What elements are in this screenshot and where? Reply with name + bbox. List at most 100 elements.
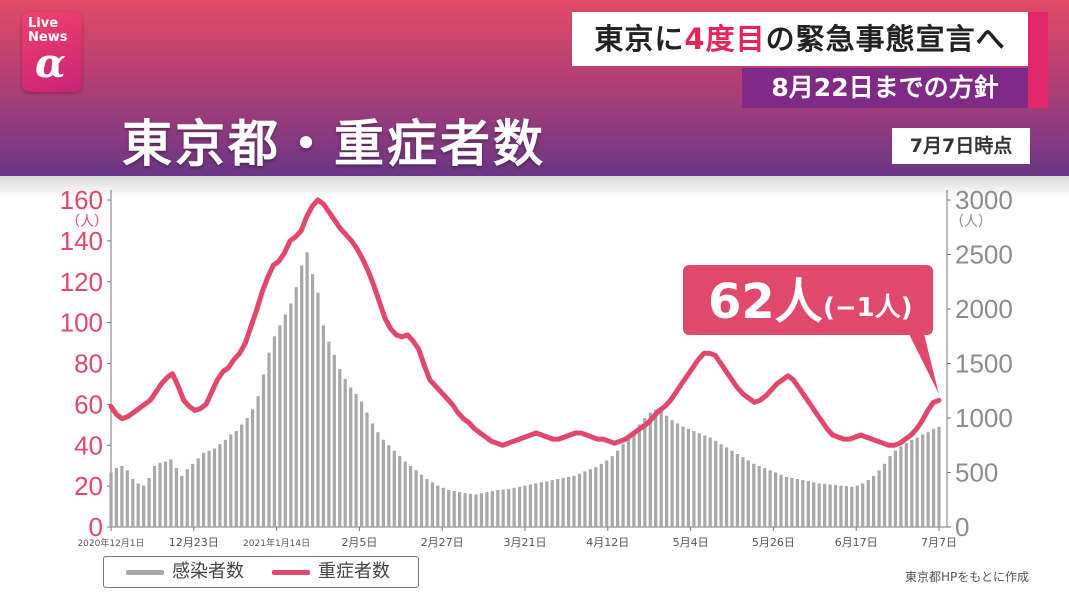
infected-bar — [812, 482, 816, 527]
severe-point — [311, 205, 313, 207]
severe-point — [434, 385, 437, 387]
right-tick-label: 2500 — [955, 240, 1013, 270]
severe-point — [149, 399, 151, 401]
infected-bar — [850, 486, 854, 527]
legend-swatch-severe — [272, 570, 310, 575]
infected-bar — [561, 477, 565, 527]
infected-bar — [479, 493, 483, 527]
severe-point — [742, 393, 744, 395]
infected-bar — [605, 460, 609, 527]
infected-bar — [256, 396, 260, 527]
x-tick-label: 2月27日 — [421, 536, 464, 549]
severe-point — [776, 383, 778, 385]
severe-point — [255, 309, 258, 311]
infected-bar — [153, 466, 157, 527]
severe-point — [166, 377, 168, 379]
x-tick-label: 2月5日 — [341, 536, 377, 549]
infected-bar — [528, 484, 532, 527]
left-tick-label: 40 — [74, 430, 103, 460]
source-note: 東京都HPをもとに作成 — [905, 570, 1030, 584]
right-tick-label: 2000 — [955, 294, 1013, 324]
infected-bar — [779, 474, 783, 527]
right-tick-label: 1000 — [955, 403, 1013, 433]
infected-bar — [616, 450, 620, 527]
infected-bar — [376, 432, 380, 527]
severe-point — [681, 383, 683, 385]
severe-point — [127, 416, 129, 418]
infected-bar — [496, 489, 500, 527]
severe-point — [602, 438, 604, 440]
infected-bar — [305, 252, 309, 528]
severe-point — [199, 407, 202, 410]
severe-point — [792, 379, 795, 381]
severe-point — [373, 285, 375, 287]
infected-bar — [289, 303, 293, 527]
left-tick-label: 80 — [74, 349, 103, 379]
severe-point — [306, 215, 308, 217]
severe-point — [748, 397, 750, 399]
severe-point — [653, 416, 655, 418]
severe-point — [524, 436, 526, 438]
severe-point — [334, 219, 336, 221]
infected-bar — [839, 485, 843, 527]
severe-point — [938, 399, 940, 401]
infected-bar — [278, 325, 282, 527]
severe-point — [675, 391, 677, 393]
severe-point — [641, 426, 644, 428]
severe-point — [233, 358, 235, 360]
infected-bar — [441, 487, 445, 527]
severe-point — [418, 348, 420, 350]
severe-point — [658, 409, 660, 412]
headline-accent-bar — [1028, 12, 1048, 108]
severe-point — [345, 234, 347, 236]
infected-bar — [599, 463, 603, 527]
left-tick-label: 0 — [89, 512, 103, 542]
severe-point — [323, 203, 325, 205]
severe-point — [367, 270, 369, 273]
infected-bar — [588, 469, 592, 527]
infected-bar — [245, 418, 249, 527]
infected-bar — [801, 480, 805, 527]
infected-bar — [866, 480, 870, 527]
infected-bar — [234, 431, 238, 527]
severe-point — [227, 367, 230, 369]
infected-bar — [714, 440, 718, 527]
severe-point — [194, 409, 196, 412]
severe-point — [899, 442, 901, 444]
severe-point — [709, 352, 711, 354]
severe-point — [513, 440, 515, 442]
infected-bar — [436, 485, 440, 527]
left-tick-label: 120 — [60, 267, 103, 297]
infected-bar — [545, 481, 549, 527]
infected-bar — [654, 409, 658, 527]
left-tick-label: 60 — [74, 389, 103, 419]
severe-point — [423, 364, 425, 367]
severe-point — [116, 414, 118, 416]
infected-bar — [855, 485, 859, 527]
severe-point — [205, 403, 207, 405]
severe-point — [731, 379, 733, 381]
severe-point — [138, 407, 140, 410]
infected-bar — [447, 489, 451, 527]
severe-point — [904, 438, 907, 440]
severe-point — [468, 422, 470, 424]
severe-point — [625, 438, 627, 440]
severe-point — [267, 277, 269, 279]
infected-bar — [932, 428, 936, 527]
headline-pre: 東京に — [594, 22, 685, 56]
infected-bar — [523, 485, 527, 527]
severe-point — [597, 438, 599, 440]
x-tick-label: 4月12日 — [586, 536, 629, 549]
infected-bar — [774, 472, 778, 527]
infected-bar — [501, 489, 505, 527]
right-tick-label: 0 — [955, 512, 969, 542]
infected-bar — [114, 468, 118, 527]
severe-point — [910, 434, 912, 436]
livenews-alpha-logo: Live News α — [22, 12, 82, 92]
severe-point — [171, 373, 174, 375]
infected-bar — [125, 470, 129, 527]
infected-bar — [915, 437, 919, 527]
severe-point — [759, 399, 761, 401]
infected-bar — [207, 450, 211, 527]
infected-bar — [877, 470, 881, 527]
